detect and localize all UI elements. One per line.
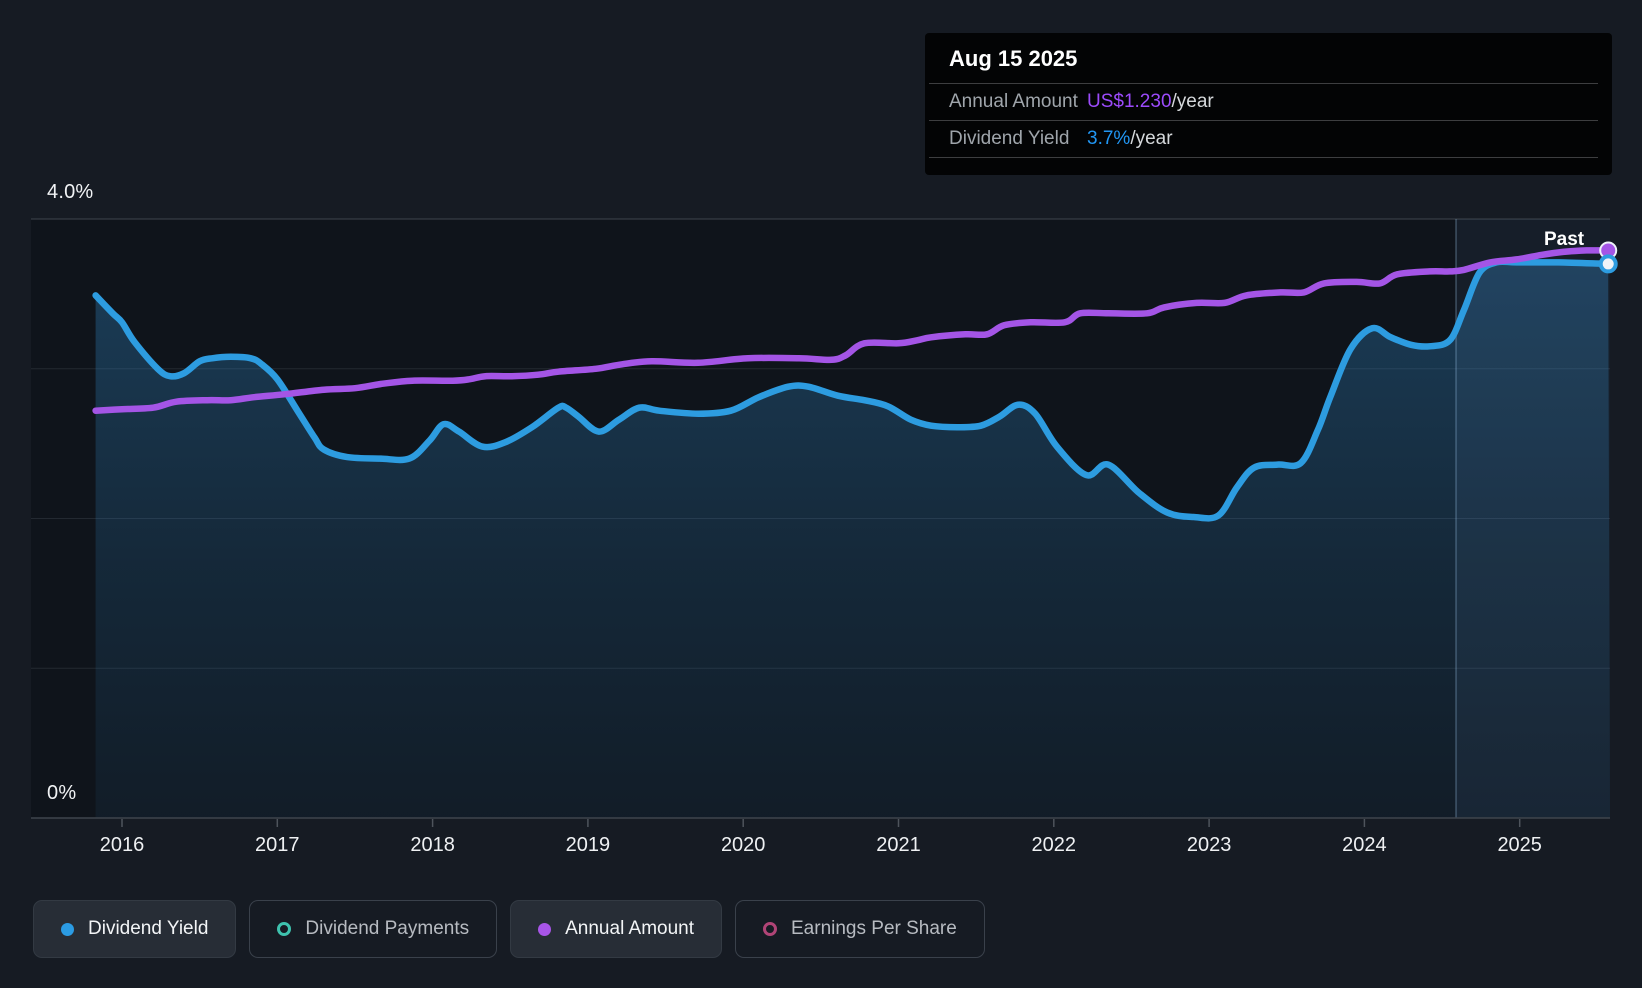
legend-item-dividend-payments[interactable]: Dividend Payments bbox=[249, 900, 498, 958]
tooltip-label: Dividend Yield bbox=[949, 128, 1070, 149]
x-axis-label: 2024 bbox=[1342, 834, 1387, 856]
x-axis-label: 2016 bbox=[100, 834, 145, 856]
x-axis-label: 2023 bbox=[1187, 834, 1232, 856]
past-region-label: Past bbox=[1544, 229, 1585, 250]
x-axis-label: 2025 bbox=[1497, 834, 1542, 856]
legend-item-annual-amount[interactable]: Annual Amount bbox=[510, 900, 722, 958]
chart-legend: Dividend Yield Dividend Payments Annual … bbox=[33, 900, 985, 958]
tooltip-value: US$1.230 bbox=[1087, 91, 1172, 112]
legend-label: Annual Amount bbox=[565, 918, 694, 939]
x-axis-label: 2019 bbox=[566, 834, 611, 856]
dividend-yield-endpoint bbox=[1598, 254, 1618, 274]
tooltip-suffix: /year bbox=[1130, 128, 1173, 149]
legend-item-dividend-yield[interactable]: Dividend Yield bbox=[33, 900, 237, 958]
earnings-per-share-ring-icon bbox=[763, 922, 777, 936]
tooltip-label: Annual Amount bbox=[949, 91, 1078, 112]
past-highlight-region bbox=[1456, 219, 1610, 818]
legend-label: Earnings Per Share bbox=[791, 918, 957, 939]
x-axis-label: 2018 bbox=[410, 834, 455, 856]
dividend-yield-line bbox=[92, 258, 1612, 522]
tooltip-suffix: /year bbox=[1171, 91, 1214, 112]
chart-tooltip: Aug 15 2025 Annual Amount US$1.230 /year… bbox=[925, 33, 1612, 175]
tooltip-row-dividend-yield: Dividend Yield 3.7% /year bbox=[929, 121, 1598, 158]
tooltip-value: 3.7% bbox=[1087, 128, 1131, 149]
y-axis-label-top: 4.0% bbox=[47, 181, 94, 203]
x-axis-label: 2020 bbox=[721, 834, 766, 856]
annual-amount-dot-icon bbox=[538, 922, 552, 936]
legend-label: Dividend Payments bbox=[305, 918, 470, 939]
x-axis-label: 2022 bbox=[1032, 834, 1077, 856]
annual-amount-line bbox=[92, 247, 1612, 414]
tooltip-date: Aug 15 2025 bbox=[929, 33, 1598, 84]
y-axis-label-zero: 0% bbox=[47, 782, 77, 804]
dividend-yield-area bbox=[95, 261, 1611, 819]
tooltip-row-annual-amount: Annual Amount US$1.230 /year bbox=[929, 84, 1598, 121]
dividend-yield-dot-icon bbox=[61, 922, 74, 936]
legend-item-earnings-per-share[interactable]: Earnings Per Share bbox=[735, 900, 985, 958]
dividend-payments-ring-icon bbox=[277, 922, 292, 936]
x-axis-label: 2021 bbox=[876, 834, 921, 856]
legend-label: Dividend Yield bbox=[88, 918, 209, 939]
x-axis-label: 2017 bbox=[255, 834, 300, 856]
